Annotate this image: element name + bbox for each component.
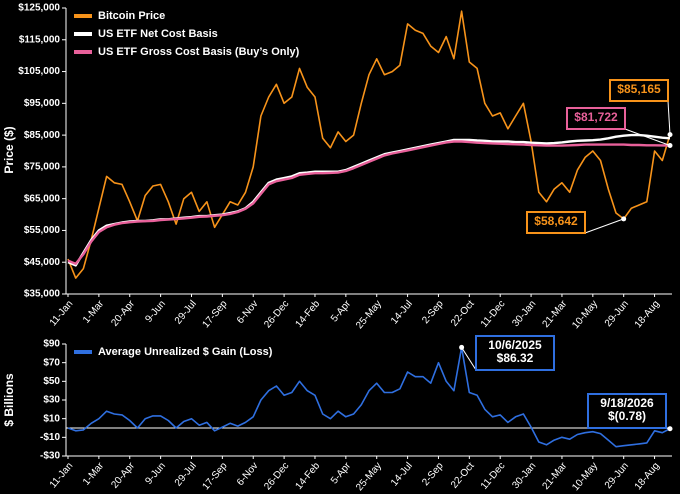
series-line: [67, 346, 671, 448]
y-tick-label: $85,000: [24, 130, 61, 141]
x-tick-label: 29-Jul: [173, 461, 199, 489]
legend-label: Bitcoin Price: [98, 10, 165, 22]
annotation-leader: [667, 100, 671, 135]
y-tick-label: $55,000: [24, 225, 61, 236]
x-tick-label: 22-Oct: [449, 298, 477, 328]
x-tick-label: 1-Mar: [81, 460, 107, 488]
y-tick-label: $50: [43, 376, 60, 387]
x-tick-label: 9-Jun: [143, 299, 168, 325]
x-tick-label: 18-Aug: [633, 299, 662, 331]
x-tick-label: 22-Oct: [449, 460, 477, 490]
x-tick-label: 1-Mar: [81, 298, 107, 326]
annotation-text: $85,165: [617, 82, 661, 96]
y-tick-label: $95,000: [24, 98, 61, 109]
x-tick-label: 10-May: [570, 299, 600, 332]
x-tick-label: 2-Sep: [420, 460, 446, 488]
y-tick-label: $75,000: [24, 162, 61, 173]
y-tick-label: $115,000: [19, 34, 61, 45]
y-tick-label: $105,000: [18, 66, 60, 77]
x-tick-label: 14-Jul: [389, 299, 415, 327]
annotation-dot: [667, 143, 673, 149]
y-axis-title: Price ($): [2, 126, 16, 173]
x-tick-label: 11-Dec: [479, 461, 508, 492]
annotation-dot: [621, 216, 627, 222]
x-tick-label: 14-Feb: [294, 298, 323, 330]
x-tick-label: 14-Jul: [389, 461, 415, 489]
y-tick-label: $70: [43, 357, 60, 368]
y-axis-title: $ Billions: [2, 373, 16, 427]
annotation-leader: [624, 128, 671, 146]
annotation-box: [566, 107, 626, 130]
y-tick-label: $45,000: [24, 257, 61, 268]
annotation-dot: [667, 426, 673, 432]
x-tick-label: 21-Mar: [540, 298, 569, 330]
y-tick-label: -$30: [40, 451, 60, 462]
annotation-leader: [461, 347, 477, 371]
annotation-text: $81,722: [574, 110, 618, 124]
x-tick-label: 25-May: [354, 299, 384, 332]
x-tick-label: 10-May: [570, 461, 600, 494]
x-tick-label: 11-Jan: [48, 299, 76, 329]
x-tick-label: 29-Jun: [603, 461, 631, 491]
x-tick-label: 25-May: [354, 461, 384, 494]
x-tick-label: 20-Apr: [109, 460, 137, 491]
y-tick-label: $35,000: [24, 289, 61, 300]
x-tick-label: 29-Jul: [173, 299, 199, 327]
annotation-text: 10/6/2025: [488, 338, 542, 352]
annotation-box: [526, 211, 586, 234]
x-tick-label: 29-Jun: [603, 299, 631, 329]
annotation-box: [609, 79, 669, 102]
x-tick-label: 11-Jan: [48, 461, 76, 491]
series-line: [67, 10, 671, 279]
x-tick-label: 20-Apr: [109, 298, 137, 329]
x-tick-label: 17-Sep: [201, 298, 230, 330]
x-tick-label: 26-Dec: [262, 299, 291, 331]
x-tick-label: 17-Sep: [201, 460, 230, 492]
x-tick-label: 11-Dec: [479, 299, 508, 330]
x-tick-label: 6-Nov: [235, 461, 261, 489]
x-tick-label: 30-Jan: [510, 299, 538, 329]
series-line: [67, 140, 671, 265]
annotation-box: [587, 393, 667, 429]
x-tick-label: 9-Jun: [143, 461, 168, 487]
y-tick-label: $65,000: [24, 193, 61, 204]
annotation-text: $(0.78): [608, 409, 646, 423]
y-tick-label: $90: [43, 339, 60, 350]
legend-label: Average Unrealized $ Gain (Loss): [98, 346, 273, 358]
annotation-leader: [584, 218, 624, 234]
annotation-text: $58,642: [534, 214, 578, 228]
x-tick-label: 5-Apr: [329, 298, 354, 324]
series-line: [67, 133, 671, 267]
legend-label: US ETF Net Cost Basis: [98, 28, 218, 40]
annotation-box: [475, 335, 555, 371]
x-tick-label: 2-Sep: [420, 298, 446, 326]
x-tick-label: 18-Aug: [633, 461, 662, 493]
x-tick-label: 21-Mar: [540, 460, 569, 492]
y-tick-label: -$10: [40, 432, 60, 443]
x-tick-label: 14-Feb: [294, 460, 323, 492]
annotation-text: $86.32: [497, 351, 534, 365]
annotation-dot: [667, 132, 673, 138]
x-tick-label: 6-Nov: [235, 299, 261, 327]
legend-label: US ETF Gross Cost Basis (Buy’s Only): [98, 46, 300, 58]
x-tick-label: 30-Jan: [510, 461, 538, 491]
annotation-text: 9/18/2026: [600, 396, 654, 410]
y-tick-label: $10: [43, 413, 60, 424]
x-tick-label: 5-Apr: [329, 460, 354, 486]
y-tick-label: $125,000: [18, 3, 60, 14]
annotation-dot: [459, 344, 465, 350]
x-tick-label: 26-Dec: [262, 461, 291, 493]
y-tick-label: $30: [43, 395, 60, 406]
